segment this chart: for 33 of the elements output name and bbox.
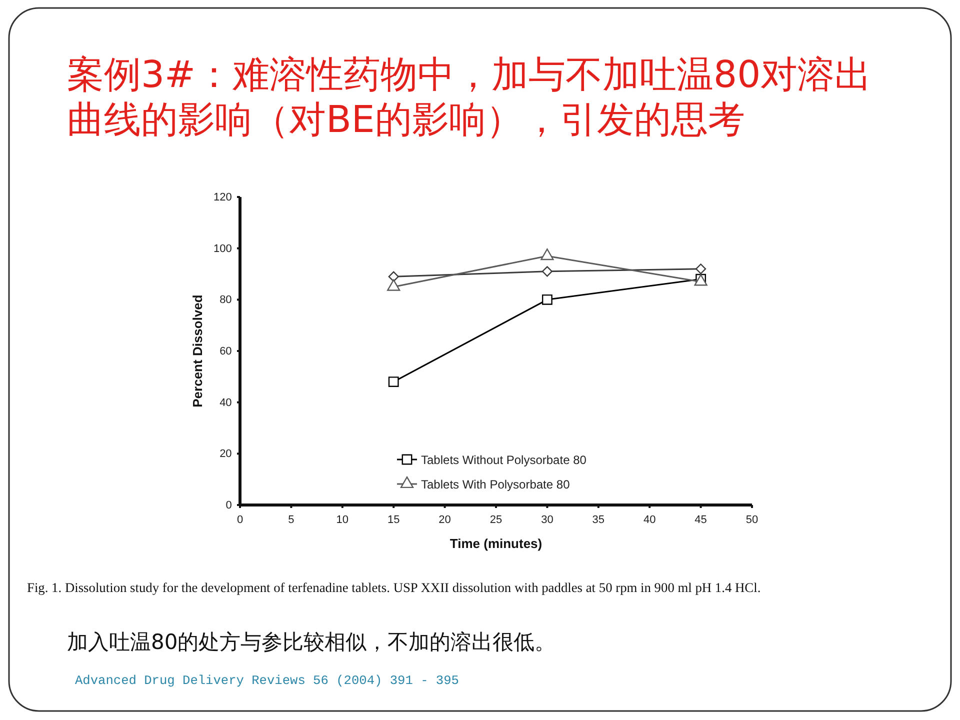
legend-label: Tablets Without Polysorbate 80 — [421, 453, 587, 467]
text: Advanced Drug Delivery Reviews 56 (2004) 391 - 395 — [75, 673, 459, 688]
point — [388, 376, 399, 388]
y-tick-label: 120 — [213, 192, 232, 204]
y-tick-label: 60 — [220, 346, 232, 358]
text: 加入吐温80的处方与参比较相似，不加的溶出很低。 — [67, 630, 556, 654]
x-tick-label: 5 — [288, 514, 294, 526]
x-tick-label: 15 — [387, 514, 400, 526]
legend-label: Tablets With Polysorbate 80 — [421, 478, 570, 492]
point — [540, 248, 554, 260]
x-tick-label: 0 — [236, 514, 244, 526]
y-tick-label: 40 — [220, 396, 232, 409]
point — [542, 266, 552, 277]
x-axis-title: Time (minutes) — [450, 536, 542, 551]
chart-title: 案例3#：难溶性药物中，加与不加吐温80对溶出曲线的影响（对BE的影响），引发的思考 — [67, 53, 872, 141]
x-tick-label: 50 — [746, 514, 758, 526]
x-tick-label: 20 — [438, 514, 451, 526]
x-tick-label: 35 — [592, 514, 605, 526]
point — [542, 294, 552, 305]
x-tick-label: 45 — [694, 514, 707, 526]
x-tick-label: 30 — [541, 514, 554, 526]
point — [696, 264, 706, 274]
point — [388, 271, 399, 282]
x-tick-label: 25 — [490, 514, 502, 526]
x-tick-label: 10 — [336, 514, 349, 526]
y-axis-title: Percent Dissolved — [190, 294, 205, 408]
point — [387, 279, 400, 291]
x-tick-label: 40 — [643, 514, 656, 526]
y-tick-label: 0 — [226, 500, 232, 512]
caption: Fig. 1. Dissolution study for the development of terfenadine tablets. USP XXII dissolution with paddles at 50 rpm in 900 ml pH 1.4 HCl. — [27, 580, 761, 595]
y-tick-label: 100 — [213, 242, 232, 255]
y-tick-label: 20 — [220, 448, 232, 460]
y-tick-label: 80 — [220, 294, 232, 306]
